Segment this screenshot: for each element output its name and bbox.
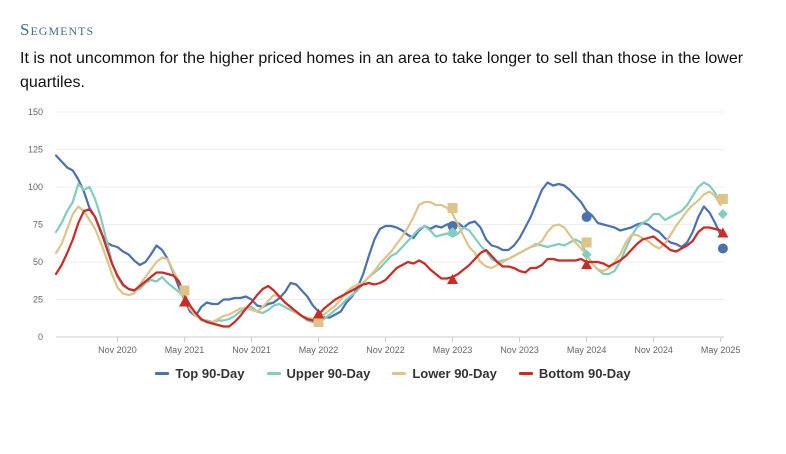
x-tick-label: Nov 2020 xyxy=(98,345,137,355)
legend-swatch xyxy=(155,372,170,375)
gridlines xyxy=(56,111,724,338)
bottom-90-day-marker[interactable] xyxy=(717,227,729,238)
y-tick-label: 150 xyxy=(28,107,43,117)
series-line-bottom-90-day[interactable] xyxy=(54,208,722,328)
segments-line-chart: 0 25 50 75 100 125 150 Nov 2020 May 2021 Nov 2021… xyxy=(28,107,740,355)
legend-label: Upper 90-Day xyxy=(286,366,371,381)
chart-description: It is not uncommon for the higher priced… xyxy=(20,50,744,91)
series-line-lower-90-day[interactable] xyxy=(54,190,722,324)
y-tick-label: 75 xyxy=(33,220,43,230)
series-lines xyxy=(54,154,722,328)
upper-90-day-marker[interactable] xyxy=(581,249,592,260)
legend-label: Lower 90-Day xyxy=(412,366,497,381)
x-tick-label: May 2025 xyxy=(701,345,741,355)
legend-swatch xyxy=(392,372,407,375)
x-tick-label: Nov 2024 xyxy=(634,345,673,355)
chart-legend: Top 90-Day Upper 90-Day Lower 90-Day Bottom… xyxy=(0,366,786,381)
x-tick-label: Nov 2021 xyxy=(232,345,271,355)
legend-item-upper-90-day[interactable]: Upper 90-Day xyxy=(266,366,371,381)
legend-label: Bottom 90-Day xyxy=(538,366,631,381)
lower-90-day-marker[interactable] xyxy=(717,194,728,204)
series-line-upper-90-day[interactable] xyxy=(54,181,722,324)
legend-label: Top 90-Day xyxy=(175,366,245,381)
top-90-day-marker[interactable] xyxy=(581,212,592,222)
top-90-day-marker[interactable] xyxy=(717,243,728,254)
y-tick-label: 0 xyxy=(38,332,43,342)
bottom-90-day-marker[interactable] xyxy=(447,274,459,284)
bottom-90-day-marker[interactable] xyxy=(313,308,325,319)
x-tick-label: Nov 2022 xyxy=(366,345,405,355)
lower-90-day-marker[interactable] xyxy=(447,203,458,213)
x-tick-label: May 2021 xyxy=(165,345,205,355)
upper-90-day-marker[interactable] xyxy=(447,227,458,237)
series-line-top-90-day[interactable] xyxy=(54,154,722,319)
lower-90-day-marker[interactable] xyxy=(581,237,592,248)
bottom-90-day-marker[interactable] xyxy=(581,259,593,269)
section-title: Segments xyxy=(20,20,95,39)
bottom-90-day-marker[interactable] xyxy=(178,296,190,307)
axes: 0 25 50 75 100 125 150 Nov 2020 May 2021 Nov 2021… xyxy=(28,107,740,355)
upper-90-day-marker[interactable] xyxy=(717,209,728,219)
y-tick-label: 100 xyxy=(28,182,43,192)
y-tick-label: 125 xyxy=(28,145,43,155)
x-tick-label: May 2024 xyxy=(567,345,607,355)
legend-swatch xyxy=(518,372,533,375)
legend-item-lower-90-day[interactable]: Lower 90-Day xyxy=(392,366,497,381)
legend-item-bottom-90-day[interactable]: Bottom 90-Day xyxy=(518,366,631,381)
top-90-day-marker[interactable] xyxy=(447,221,458,231)
legend-item-top-90-day[interactable]: Top 90-Day xyxy=(155,366,245,381)
lower-90-day-marker[interactable] xyxy=(179,285,190,296)
x-tick-label: Nov 2023 xyxy=(500,345,539,355)
y-tick-label: 25 xyxy=(33,295,43,305)
series-markers xyxy=(178,194,729,327)
legend-swatch xyxy=(266,372,281,375)
x-tick-label: May 2023 xyxy=(433,345,473,355)
y-tick-label: 50 xyxy=(33,257,43,267)
lower-90-day-marker[interactable] xyxy=(313,317,324,327)
x-tick-label: May 2022 xyxy=(299,345,339,355)
